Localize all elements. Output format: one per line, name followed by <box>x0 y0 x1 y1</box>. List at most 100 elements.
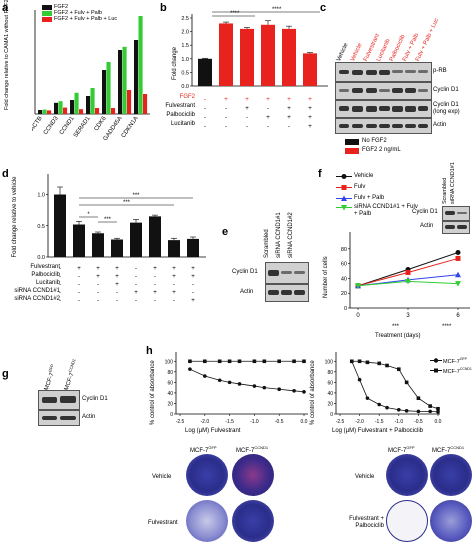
panel-d-sign: - <box>59 289 61 296</box>
panel-b-letter: b <box>160 2 167 14</box>
panel-d-sign: - <box>173 281 175 288</box>
panel-h-right-legend: MCF-7GFP MCF-7CCND1 <box>430 355 472 375</box>
panel-d-sign: - <box>135 265 137 272</box>
panel-b-sign: - <box>246 114 248 121</box>
legend-item-fulv-palb-luc: FGF2 + Fulv + Palb + Luc <box>42 16 117 22</box>
hl-marker <box>217 378 222 383</box>
hr-ytick-label: 20 <box>327 401 333 407</box>
panel-a-bar <box>95 108 100 114</box>
panel-b-sig-2: **** <box>272 7 282 13</box>
panel-d-sign: - <box>116 289 118 296</box>
panel-d-sign: - <box>135 273 137 280</box>
panel-b-sign: - <box>204 123 206 130</box>
legend-label: FGF2 + Fulv + Palb + Luc <box>54 16 118 22</box>
panel-a-bar <box>127 90 132 114</box>
hl-marker <box>277 359 281 364</box>
hl-ytick-label: 100 <box>165 359 174 365</box>
blot-label-cyclind1: Cyclin D1 <box>433 87 459 93</box>
panel-a-bar <box>134 40 139 114</box>
hl-marker <box>203 374 207 378</box>
hr-line <box>351 360 439 410</box>
legend-label: siRNA CCND1#1 + Fulv + Palb <box>354 204 418 217</box>
blot-label-cyclind1: Cyclin D1 <box>232 269 258 275</box>
hl-xtick-label: 0.0 <box>301 419 308 425</box>
row-label-palbociclib: Palbociclib <box>166 112 195 118</box>
panel-f-marker <box>455 250 461 255</box>
hr-marker <box>377 402 381 407</box>
legend-item-ccnd1: MCF-7CCND1 <box>430 365 472 375</box>
panel-c-legend: No FGF2 FGF2 2 ng/mL <box>345 138 401 154</box>
panel-d-sign: + <box>172 273 176 280</box>
legend-item-fgf2: FGF2 <box>42 4 117 10</box>
legend-item-no-fgf2: No FGF2 <box>345 138 401 145</box>
legend-label: FGF2 <box>54 4 69 10</box>
panel-f-marker <box>455 255 461 261</box>
hl-marker <box>203 359 207 364</box>
panel-d-sign: - <box>154 297 156 304</box>
hl-marker <box>262 385 267 390</box>
lane-vehicle-1: Vehicle <box>336 42 350 63</box>
panel-f-marker <box>405 278 411 285</box>
hl-line <box>189 368 305 393</box>
legend-swatch-red <box>345 147 359 154</box>
panel-b-bar <box>198 58 212 86</box>
well-gfp-fulvestrant <box>186 500 228 542</box>
hl-ytick-label: 80 <box>167 370 173 376</box>
panel-b-bar <box>303 53 317 86</box>
panel-d-row-labels: Fulvestrant Palbociclib Lucitanib siRNA … <box>0 264 60 304</box>
panel-d-sign: + <box>153 289 157 296</box>
panel-a-bar <box>122 46 127 114</box>
legend-marker-circle <box>430 357 442 363</box>
hl-marker <box>188 359 192 364</box>
panel-b-sign: - <box>288 123 290 130</box>
hr-ytick-label: 100 <box>325 359 334 365</box>
lane-scrambled: Scrambled <box>264 229 270 258</box>
legend-label: MCF-7GFP <box>443 356 468 365</box>
panel-d-ytick-label: 0.5 <box>37 224 45 230</box>
legend-label: Vehicle <box>354 173 374 179</box>
panel-c-blot-prb <box>335 62 432 82</box>
panel-d-sign: - <box>78 297 80 304</box>
panel-d-sign: - <box>59 281 61 288</box>
panel-d-ytick-label: 1.0 <box>37 193 45 199</box>
hl-xtick-label: -2.0 <box>200 419 209 425</box>
hr-marker <box>357 359 362 364</box>
hr-marker <box>436 410 440 414</box>
blot-label-cyclind1-long: Cyclin D1 (long exp) <box>433 102 460 115</box>
panel-d-sig-label: *** <box>123 200 131 206</box>
hr-xtick-label: 0.0 <box>435 419 442 425</box>
row-label-fulvestrant: Fulvestrant <box>30 264 60 270</box>
hl-ytick-label: 40 <box>167 391 173 397</box>
panel-d-sign: + <box>191 265 195 272</box>
hr-xtick-label: -0.5 <box>414 419 423 425</box>
panel-a-gene-label: ACTB <box>32 116 44 133</box>
blot-label-actin: Actin <box>433 122 447 128</box>
legend-marker-triangle <box>336 195 352 201</box>
well-ccnd1-fulv-palb <box>430 500 472 542</box>
hl-xtick-label: -0.5 <box>275 419 284 425</box>
hr-ytick-label: 80 <box>327 370 333 376</box>
hl-marker <box>252 359 257 364</box>
hl-marker <box>217 359 222 364</box>
panel-d-sign: - <box>59 297 61 304</box>
panel-b-ytick-label: 2.0 <box>181 30 189 36</box>
hr-xtick-label: -2.5 <box>336 419 345 425</box>
panel-a-bar <box>54 102 59 114</box>
panel-f-sig-day3: *** <box>392 324 400 330</box>
hr-marker <box>416 396 421 400</box>
panel-d-sign: - <box>97 281 99 288</box>
panel-f-letter: f <box>318 168 322 180</box>
hr-marker <box>349 359 354 364</box>
hl-marker <box>227 359 232 364</box>
hr-ytick-label: 0 <box>330 412 333 418</box>
panel-d-sign: - <box>135 297 137 304</box>
panel-d-sign: - <box>116 297 118 304</box>
hl-marker <box>237 359 242 364</box>
panel-b-sign: + <box>287 105 291 112</box>
panel-d-sign: + <box>134 289 138 296</box>
panel-d-sign: + <box>115 281 119 288</box>
panel-b-sign: + <box>308 96 312 103</box>
panel-c-letter: c <box>320 2 327 14</box>
row-label-lucitanib: Lucitanib <box>35 280 60 286</box>
panel-f-xtick-label: 0 <box>356 313 360 319</box>
